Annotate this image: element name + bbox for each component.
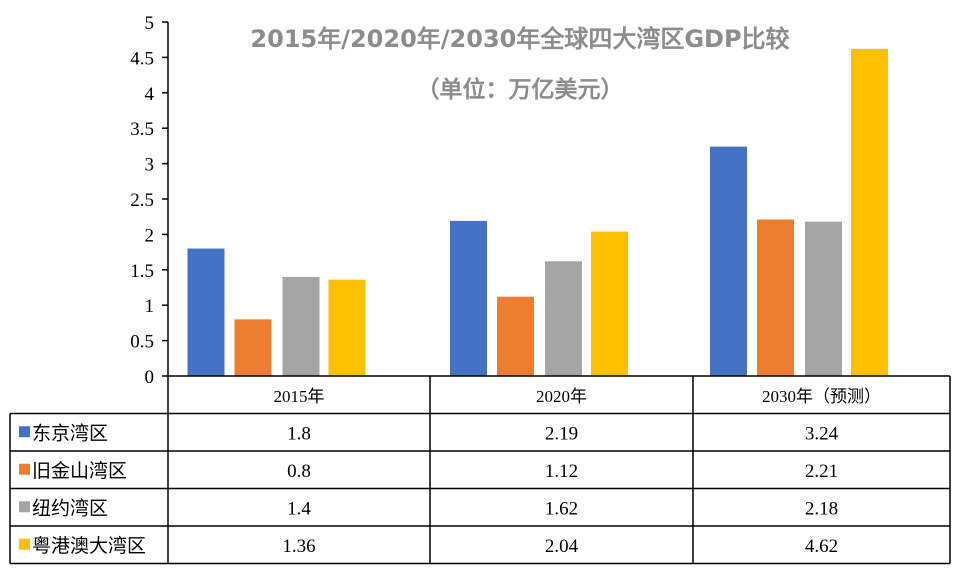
legend-swatch bbox=[19, 538, 30, 550]
data-label: 4.62 bbox=[805, 536, 838, 557]
series-label: 粤港澳大湾区 bbox=[32, 535, 146, 557]
bar-1-3 bbox=[710, 146, 747, 376]
data-label: 3.24 bbox=[805, 423, 839, 444]
data-label: 1.36 bbox=[282, 536, 315, 557]
data-label: 2.21 bbox=[805, 461, 838, 482]
bar-2-3 bbox=[757, 219, 794, 376]
bar-4-2 bbox=[591, 231, 628, 376]
y-tick-label: 0.5 bbox=[130, 332, 154, 353]
data-label: 1.8 bbox=[287, 423, 311, 444]
bar-4-3 bbox=[851, 48, 888, 377]
legend-swatch bbox=[19, 463, 30, 475]
series-label: 纽约湾区 bbox=[32, 497, 108, 519]
bar-2-2 bbox=[497, 296, 534, 376]
data-table: 2015年 2020年 2030年（预测） 东京湾区 1.8 2.19 3.24 旧金山湾区 0… bbox=[9, 375, 951, 565]
y-axis: 0 0.5 1 1.5 2 2.5 3 3.5 4 4.5 5 bbox=[130, 13, 169, 388]
y-tick-label: 4 bbox=[145, 84, 155, 105]
category-label: 2030年（预测） bbox=[762, 387, 881, 406]
category-label: 2015年 bbox=[274, 387, 325, 406]
data-label: 2.04 bbox=[545, 536, 579, 557]
bar-3-3 bbox=[805, 221, 842, 376]
y-tick-label: 1 bbox=[145, 296, 155, 317]
bar-3-2 bbox=[545, 261, 582, 376]
chart-title: 2015年/2020年/2030年全球四大湾区GDP比较 bbox=[250, 25, 789, 53]
y-tick-label: 3.5 bbox=[130, 119, 154, 140]
bar-4-1 bbox=[328, 279, 366, 376]
y-tick-label: 1.5 bbox=[130, 261, 154, 282]
y-tick-label: 3 bbox=[145, 155, 155, 176]
data-label: 1.4 bbox=[287, 498, 311, 519]
chart-subtitle: （单位：万亿美元） bbox=[417, 76, 624, 103]
bar-2-1 bbox=[234, 319, 272, 376]
data-label: 1.12 bbox=[545, 461, 578, 482]
bar-1-1 bbox=[187, 248, 225, 376]
y-tick-label: 2.5 bbox=[130, 190, 154, 211]
legend-swatch bbox=[19, 501, 30, 513]
bar-3-1 bbox=[282, 276, 320, 376]
series-label: 旧金山湾区 bbox=[32, 460, 127, 482]
bars-layer bbox=[187, 48, 888, 377]
y-tick-label: 2 bbox=[145, 225, 155, 246]
y-tick-label: 4.5 bbox=[130, 48, 154, 69]
category-label: 2020年 bbox=[536, 387, 587, 406]
data-label: 2.18 bbox=[805, 498, 838, 519]
data-label: 2.19 bbox=[545, 423, 578, 444]
bar-1-2 bbox=[450, 220, 487, 376]
y-tick-label: 0 bbox=[145, 367, 155, 388]
series-label: 东京湾区 bbox=[32, 422, 108, 444]
legend-swatch bbox=[19, 426, 30, 438]
data-label: 1.62 bbox=[545, 498, 578, 519]
y-tick-label: 5 bbox=[145, 13, 155, 34]
data-label: 0.8 bbox=[287, 461, 311, 482]
